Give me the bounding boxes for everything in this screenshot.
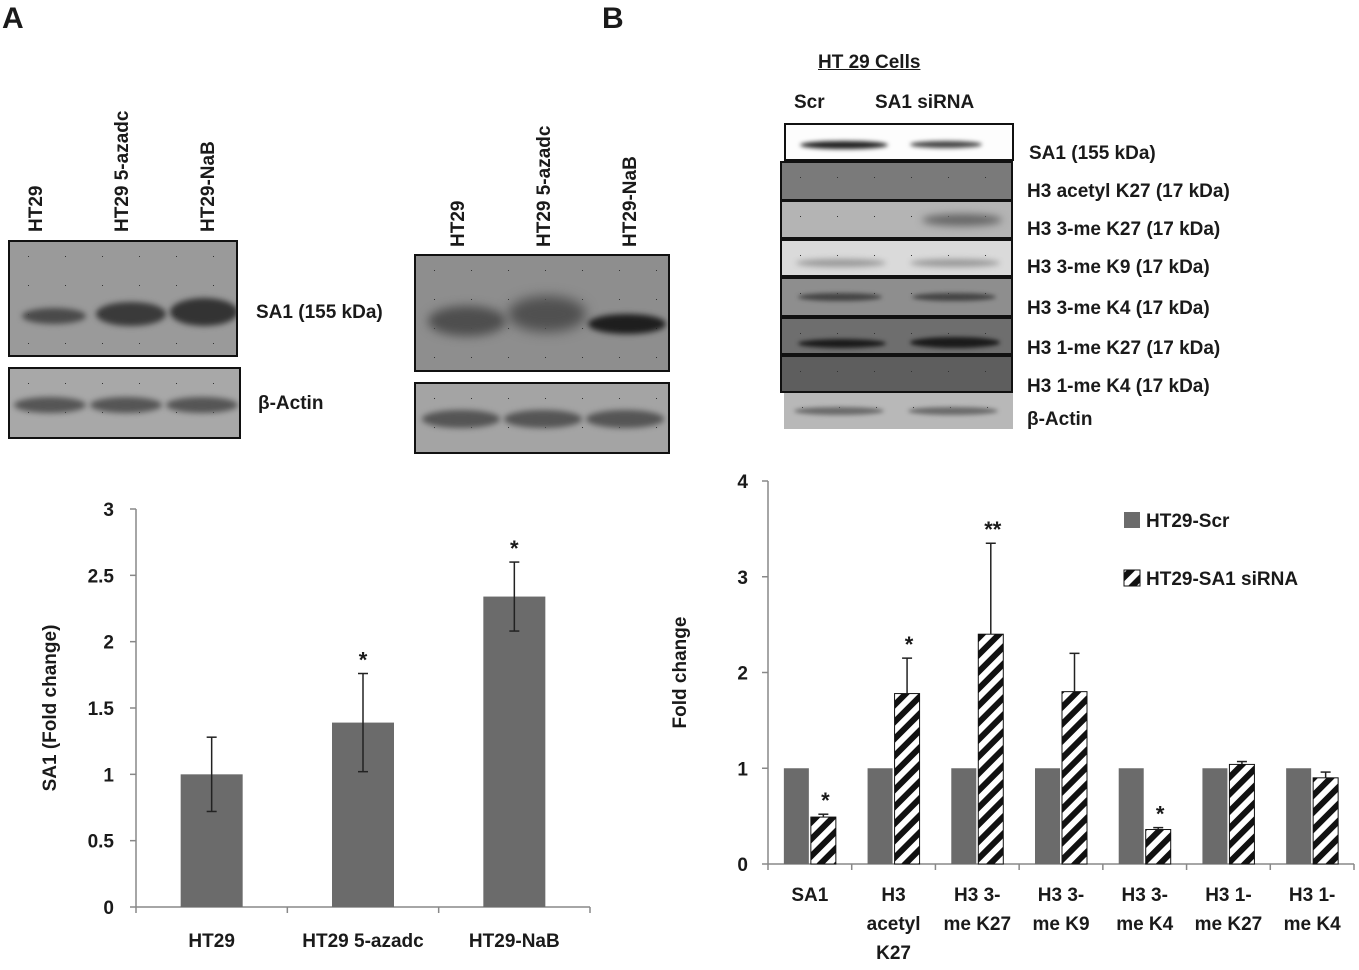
panel-b-blot-title: HT 29 Cells — [818, 52, 921, 73]
y-tick-label: 3 — [103, 500, 114, 521]
x-tick-label: H3 1- — [1205, 885, 1251, 906]
blot2-sa1-strip — [414, 254, 670, 372]
bar — [894, 693, 921, 865]
bar — [1228, 763, 1255, 865]
strip-label-h3-1me-k4: H3 1-me K4 (17 kDa) — [1027, 376, 1210, 397]
blot1-sa1-strip — [8, 240, 238, 357]
y-tick-label: 0.5 — [88, 832, 115, 853]
strip-label-actin: β-Actin — [1027, 409, 1093, 430]
x-tick-label: me K4 — [1284, 914, 1341, 935]
blot1-actin-label: β-Actin — [258, 393, 324, 414]
bar — [977, 633, 1004, 865]
strip-label-h3-3me-k4: H3 3-me K4 (17 kDa) — [1027, 298, 1210, 319]
x-tick-label: H3 3- — [1038, 885, 1084, 906]
strip-h3-acetyl-k27 — [780, 161, 1013, 201]
bar — [1118, 768, 1144, 864]
x-tick-label: me K27 — [1195, 914, 1263, 935]
bar — [810, 816, 837, 865]
significance-marker: * — [821, 788, 830, 813]
strip-h3-3me-k27 — [780, 200, 1013, 239]
strip-label-h3-3me-k9: H3 3-me K9 (17 kDa) — [1027, 257, 1210, 278]
x-tick-label: H3 1- — [1289, 885, 1335, 906]
y-tick-label: 1.5 — [88, 699, 115, 720]
strip-sa1 — [784, 123, 1014, 161]
bar — [483, 596, 546, 907]
x-tick-label: SA1 — [791, 885, 828, 906]
blot2-actin-strip — [414, 382, 670, 454]
x-tick-label: HT29 — [188, 931, 234, 952]
y-tick-label: 2 — [737, 664, 748, 685]
y-tick-label: 0 — [737, 855, 748, 876]
strip-h3-1me-k4 — [780, 355, 1013, 393]
strip-actin — [784, 393, 1013, 429]
y-tick-label: 1 — [737, 759, 748, 780]
significance-marker: ** — [984, 517, 1002, 542]
y-axis-label: Fold change — [670, 617, 691, 729]
x-tick-label: H3 3- — [1121, 885, 1167, 906]
strip-h3-1me-k27 — [780, 317, 1013, 355]
y-tick-label: 3 — [737, 568, 748, 589]
legend-label-sirna: HT29-SA1 siRNA — [1146, 569, 1298, 590]
bar — [1145, 829, 1172, 865]
y-tick-label: 4 — [737, 472, 748, 493]
bar — [867, 768, 893, 864]
legend-swatch-scr — [1124, 512, 1140, 528]
x-tick-label: K27 — [876, 943, 911, 964]
x-tick-label: H3 3- — [954, 885, 1000, 906]
x-tick-label: me K27 — [943, 914, 1011, 935]
y-tick-label: 0 — [103, 898, 114, 919]
x-tick-label: HT29 5-azadc — [302, 931, 424, 952]
bar — [1286, 768, 1312, 864]
significance-marker: * — [905, 632, 914, 657]
significance-marker: * — [359, 648, 368, 673]
panel-b-letter: B — [602, 2, 624, 35]
x-tick-label: me K4 — [1116, 914, 1173, 935]
bar — [1035, 768, 1060, 864]
y-axis-label: SA1 (Fold change) — [40, 625, 61, 792]
chart-b: 0 1 2 3 4 * SA1 * H3 acetyl K27 ** H3 3- me K27 H3 3- m… — [670, 472, 1355, 964]
bar — [1312, 777, 1339, 865]
significance-marker: * — [510, 536, 519, 561]
strip-h3-3me-k4 — [780, 277, 1013, 317]
y-tick-label: 2.5 — [88, 566, 115, 587]
y-tick-label: 2 — [103, 633, 114, 654]
strip-label-sa1: SA1 (155 kDa) — [1029, 143, 1156, 164]
significance-marker: * — [1156, 802, 1165, 827]
blot1-actin-strip — [8, 367, 241, 439]
chart-a: 0 0.5 1 1.5 2 2.5 3 HT29 * HT29 5-azadc * HT29-NaB S… — [40, 500, 591, 952]
legend-swatch-sirna — [1123, 569, 1141, 587]
x-tick-label: HT29-NaB — [469, 931, 560, 952]
x-tick-label: acetyl — [867, 914, 921, 935]
bar — [951, 768, 977, 864]
bar — [1061, 691, 1088, 865]
bar — [783, 768, 809, 864]
x-tick-label: H3 — [881, 885, 905, 906]
strip-label-h3-acetyl-k27: H3 acetyl K27 (17 kDa) — [1027, 181, 1230, 202]
strip-h3-3me-k9 — [780, 239, 1013, 277]
legend-label-scr: HT29-Scr — [1146, 511, 1230, 532]
panel-b-lane-scr: Scr — [794, 92, 825, 113]
strip-label-h3-1me-k27: H3 1-me K27 (17 kDa) — [1027, 338, 1221, 359]
strip-label-h3-3me-k27: H3 3-me K27 (17 kDa) — [1027, 219, 1221, 240]
bar — [1202, 768, 1228, 864]
x-tick-label: me K9 — [1032, 914, 1089, 935]
blot1-sa1-label: SA1 (155 kDa) — [256, 302, 383, 323]
y-tick-label: 1 — [103, 765, 114, 786]
panel-b-lane-sirna: SA1 siRNA — [875, 92, 975, 113]
panel-a-letter: A — [2, 2, 24, 35]
